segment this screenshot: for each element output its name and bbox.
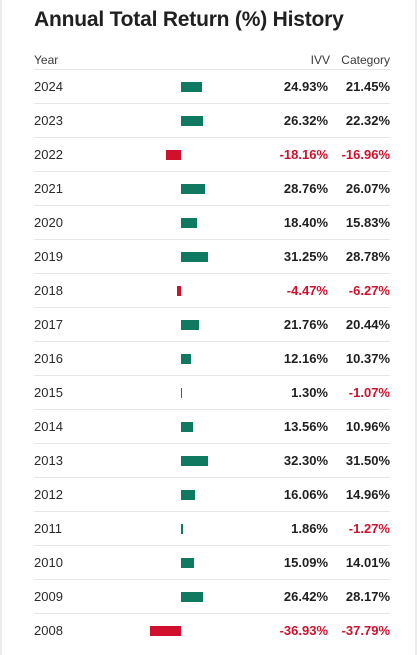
row-year: 2016 xyxy=(34,351,63,366)
table-row: 2011 1.86% -1.27% xyxy=(34,511,390,545)
table-row: 2013 32.30% 31.50% xyxy=(34,443,390,477)
return-bar xyxy=(181,388,183,398)
row-year: 2008 xyxy=(34,623,63,638)
table-row: 2018 -4.47% -6.27% xyxy=(34,273,390,307)
row-ivv-return: 15.09% xyxy=(283,555,328,570)
table-row: 2017 21.76% 20.44% xyxy=(34,307,390,341)
table-row: 2012 16.06% 14.96% xyxy=(34,477,390,511)
row-category-return: -1.27% xyxy=(348,521,390,536)
row-category-return: -1.07% xyxy=(348,385,390,400)
row-ivv-return: 12.16% xyxy=(283,351,328,366)
row-year: 2021 xyxy=(34,181,63,196)
row-category-return: -37.79% xyxy=(341,623,390,638)
panel-title: Annual Total Return (%) History xyxy=(34,8,344,31)
table-row: 2010 15.09% 14.01% xyxy=(34,545,390,579)
row-year: 2014 xyxy=(34,419,63,434)
table-row: 2015 1.30% -1.07% xyxy=(34,375,390,409)
row-year: 2011 xyxy=(34,521,62,536)
return-bar xyxy=(181,218,197,228)
table-row: 2023 26.32% 22.32% xyxy=(34,103,390,137)
row-category-return: 10.96% xyxy=(345,419,390,434)
row-year: 2019 xyxy=(34,249,63,264)
row-year: 2022 xyxy=(34,147,63,162)
row-category-return: 28.17% xyxy=(345,589,390,604)
ivv-column-header: IVV xyxy=(310,53,330,67)
table-row: 2014 13.56% 10.96% xyxy=(34,409,390,443)
row-year: 2009 xyxy=(34,589,63,604)
return-bar xyxy=(181,490,195,500)
row-category-return: 14.96% xyxy=(345,487,390,502)
row-ivv-return: 18.40% xyxy=(283,215,328,230)
return-bar xyxy=(181,422,193,432)
row-year: 2012 xyxy=(34,487,63,502)
return-bar xyxy=(181,184,206,194)
row-category-return: 22.32% xyxy=(345,113,390,128)
row-category-return: 15.83% xyxy=(345,215,390,230)
return-table-body: 2024 24.93% 21.45% 2023 26.32% 22.32% 2022 -18.… xyxy=(34,69,390,647)
row-category-return: 21.45% xyxy=(345,79,390,94)
row-year: 2010 xyxy=(34,555,63,570)
category-column-header: Category xyxy=(341,53,390,67)
row-year: 2013 xyxy=(34,453,63,468)
return-bar xyxy=(181,524,183,534)
return-bar xyxy=(181,354,192,364)
row-category-return: 31.50% xyxy=(345,453,390,468)
return-bar xyxy=(181,320,200,330)
row-ivv-return: -4.47% xyxy=(286,283,328,298)
return-bar xyxy=(165,150,181,160)
return-bar xyxy=(181,116,204,126)
row-category-return: 14.01% xyxy=(345,555,390,570)
table-row: 2009 26.42% 28.17% xyxy=(34,579,390,613)
return-bar xyxy=(181,252,208,262)
row-ivv-return: 26.32% xyxy=(283,113,328,128)
row-year: 2020 xyxy=(34,215,63,230)
row-ivv-return: 1.30% xyxy=(291,385,328,400)
row-ivv-return: 16.06% xyxy=(283,487,328,502)
row-year: 2015 xyxy=(34,385,63,400)
row-category-return: 28.78% xyxy=(345,249,390,264)
row-ivv-return: 26.42% xyxy=(283,589,328,604)
row-ivv-return: 13.56% xyxy=(283,419,328,434)
row-category-return: 20.44% xyxy=(345,317,390,332)
row-ivv-return: -36.93% xyxy=(279,623,328,638)
table-row: 2024 24.93% 21.45% xyxy=(34,69,390,103)
row-category-return: 10.37% xyxy=(345,351,390,366)
row-ivv-return: 24.93% xyxy=(283,79,328,94)
row-year: 2023 xyxy=(34,113,63,128)
table-row: 2019 31.25% 28.78% xyxy=(34,239,390,273)
table-header: Year IVV Category xyxy=(34,53,390,69)
row-ivv-return: 28.76% xyxy=(283,181,328,196)
row-ivv-return: -18.16% xyxy=(279,147,328,162)
row-ivv-return: 32.30% xyxy=(283,453,328,468)
table-row: 2022 -18.16% -16.96% xyxy=(34,137,390,171)
row-category-return: 26.07% xyxy=(345,181,390,196)
return-bar xyxy=(181,592,204,602)
table-row: 2016 12.16% 10.37% xyxy=(34,341,390,375)
table-row: 2021 28.76% 26.07% xyxy=(34,171,390,205)
row-year: 2024 xyxy=(34,79,63,94)
return-bar xyxy=(181,558,194,568)
row-category-return: -16.96% xyxy=(341,147,390,162)
return-bar xyxy=(177,286,181,296)
return-bar xyxy=(181,456,209,466)
row-ivv-return: 21.76% xyxy=(283,317,328,332)
row-ivv-return: 31.25% xyxy=(283,249,328,264)
table-row: 2020 18.40% 15.83% xyxy=(34,205,390,239)
row-year: 2018 xyxy=(34,283,63,298)
year-column-header: Year xyxy=(34,53,59,67)
table-row: 2008 -36.93% -37.79% xyxy=(34,613,390,647)
return-bar xyxy=(149,626,181,636)
row-category-return: -6.27% xyxy=(348,283,390,298)
row-year: 2017 xyxy=(34,317,63,332)
row-ivv-return: 1.86% xyxy=(291,521,328,536)
return-bar xyxy=(181,82,203,92)
